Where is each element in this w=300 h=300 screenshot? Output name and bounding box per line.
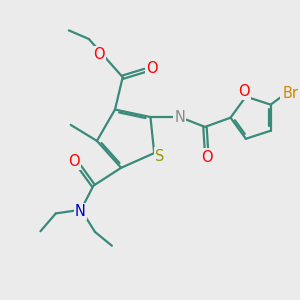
Text: O: O — [238, 83, 250, 98]
Text: O: O — [93, 47, 105, 62]
Text: S: S — [155, 149, 164, 164]
Text: H: H — [176, 107, 185, 120]
Text: Br: Br — [283, 86, 299, 101]
Text: O: O — [68, 154, 80, 169]
Text: N: N — [174, 110, 185, 124]
Text: O: O — [201, 150, 212, 165]
Text: N: N — [75, 204, 86, 219]
Text: O: O — [146, 61, 158, 76]
